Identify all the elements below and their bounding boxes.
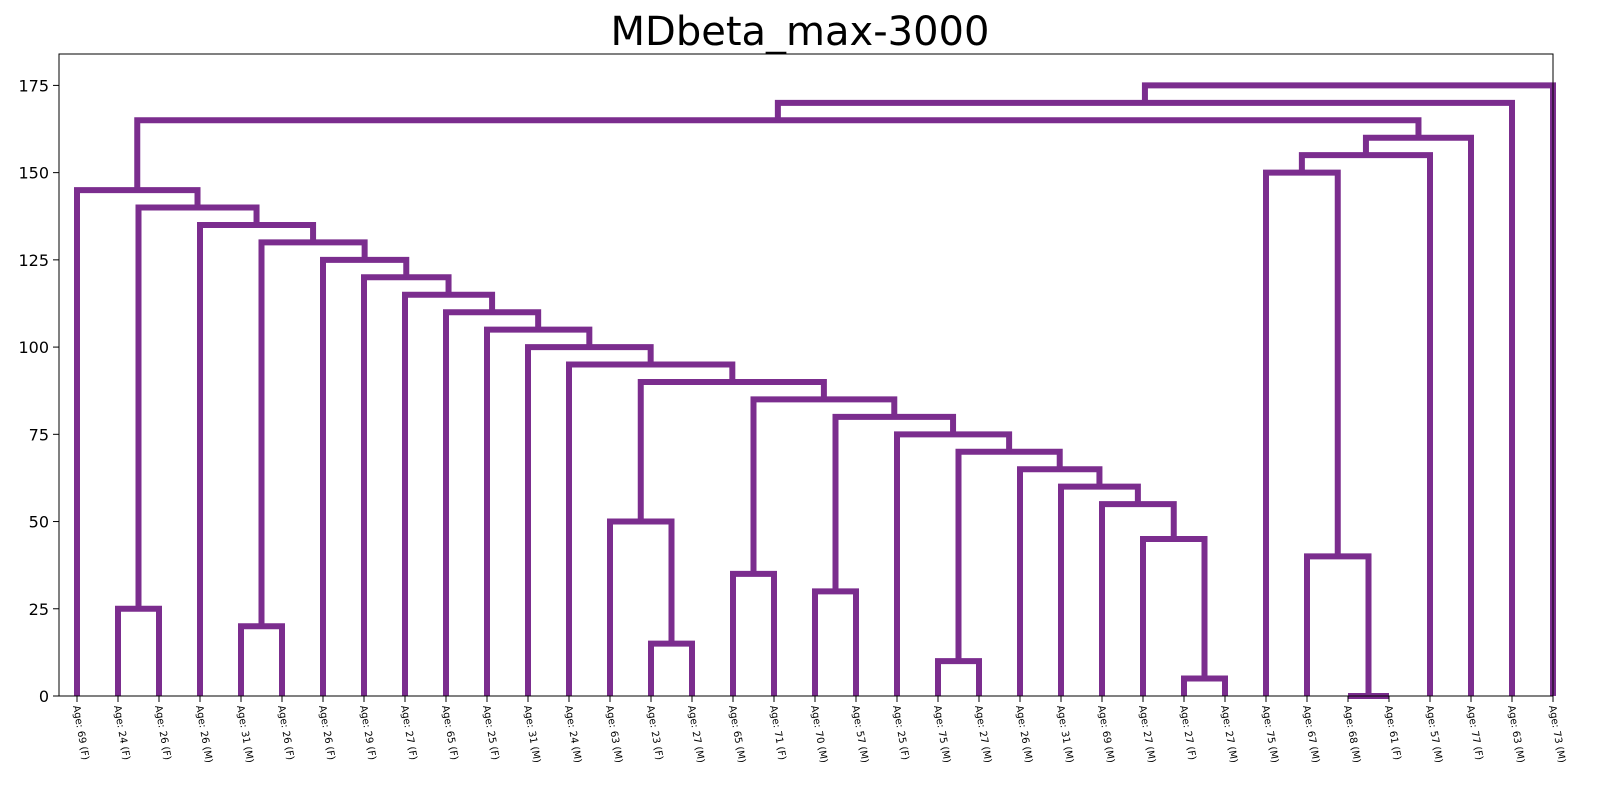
dendrogram-link [1362,134,1474,696]
dendrogram-link [832,413,957,592]
leaf-label: Age: 23 (F) [644,705,664,762]
leaf-label: Age: 70 (M) [808,705,829,764]
dendrogram-link [135,204,260,609]
dendrogram-link [134,117,1422,191]
leaf-label: Age: 27 (F) [1177,705,1197,762]
leaf-label: Age: 26 (M) [193,705,214,764]
leaf-label: Age: 25 (F) [890,705,910,762]
leaf-label: Age: 61 (F) [1382,705,1402,762]
x-axis: Age: 69 (F) Age: 24 (F) Age: 26 (F) Age: 26… [70,696,1567,764]
dendrogram-link [1304,553,1372,696]
leaf-label: Age: 75 (M) [931,705,952,764]
y-tick-label: 100 [18,338,49,357]
leaf-label: Age: 27 (F) [398,705,418,762]
y-axis: 0 25 50 75 100 125 150 175 [18,76,59,706]
leaf-label: Age: 31 (M) [521,705,542,764]
dendrogram-links [74,82,1556,699]
leaf-label: Age: 65 (M) [726,705,747,764]
leaf-label: Age: 24 (M) [562,705,583,764]
dendrogram-link [443,309,542,696]
leaf-label: Age: 75 (M) [1259,705,1280,764]
dendrogram-link [258,239,368,627]
dendrogram-link [894,431,1013,696]
leaf-label: Age: 26 (F) [152,705,172,762]
y-tick-label: 25 [29,600,49,619]
y-tick-label: 175 [18,76,49,95]
dendrogram-link [637,378,827,522]
dendrogram-link [525,344,654,696]
dendrogram-link [1181,675,1228,696]
leaf-label: Age: 67 (M) [1300,705,1321,764]
leaf-label: Age: 27 (M) [1136,705,1157,764]
leaf-label: Age: 25 (F) [480,705,500,762]
leaf-label: Age: 27 (M) [1218,705,1239,764]
y-tick-label: 75 [29,425,49,444]
dendrogram-link [935,658,982,696]
leaf-label: Age: 27 (M) [972,705,993,764]
leaf-label: Age: 68 (M) [1341,705,1362,764]
dendrogram-link [648,640,695,696]
dendrogram-link [730,570,777,696]
leaf-label: Age: 65 (F) [439,705,459,762]
leaf-label: Age: 31 (M) [234,705,255,764]
leaf-label: Age: 69 (F) [70,705,90,762]
y-tick-label: 50 [29,513,49,532]
dendrogram-link [750,396,898,574]
dendrogram-link [607,518,675,696]
leaf-label: Age: 27 (M) [685,705,706,764]
dendrogram-link [955,448,1063,662]
leaf-label: Age: 63 (M) [603,705,624,764]
dendrogram-link [774,99,1515,696]
leaf-label: Age: 24 (F) [111,705,131,762]
dendrogram-link [115,605,162,696]
dendrogram-link [1263,169,1341,696]
leaf-label: Age: 26 (M) [1013,705,1034,764]
leaf-label: Age: 31 (M) [1054,705,1075,764]
leaf-label: Age: 71 (F) [767,705,787,762]
y-tick-label: 125 [18,251,49,270]
leaf-label: Age: 57 (M) [849,705,870,764]
dendrogram-link [812,588,859,696]
leaf-label: Age: 73 (M) [1546,705,1567,764]
leaf-label: Age: 63 (M) [1505,705,1526,764]
y-tick-label: 0 [39,687,49,706]
leaf-label: Age: 57 (M) [1423,705,1444,764]
dendrogram-link [1099,501,1177,696]
dendrogram-link [1017,466,1103,696]
leaf-label: Age: 26 (F) [275,705,295,762]
leaf-label: Age: 26 (F) [316,705,336,762]
dendrogram-link [484,326,593,696]
dendrogram-link [238,623,285,696]
axes-frame [58,53,1554,697]
dendrogram-link [320,256,410,696]
y-tick-label: 150 [18,164,49,183]
leaf-label: Age: 77 (F) [1464,705,1484,762]
leaf-label: Age: 29 (F) [357,705,377,762]
dendrogram-link [1298,152,1433,696]
leaf-label: Age: 69 (M) [1095,705,1116,764]
dendrogram-link [1140,535,1208,696]
dendrogram-link [566,361,736,696]
chart-title: MDbeta_max-3000 [610,9,990,55]
